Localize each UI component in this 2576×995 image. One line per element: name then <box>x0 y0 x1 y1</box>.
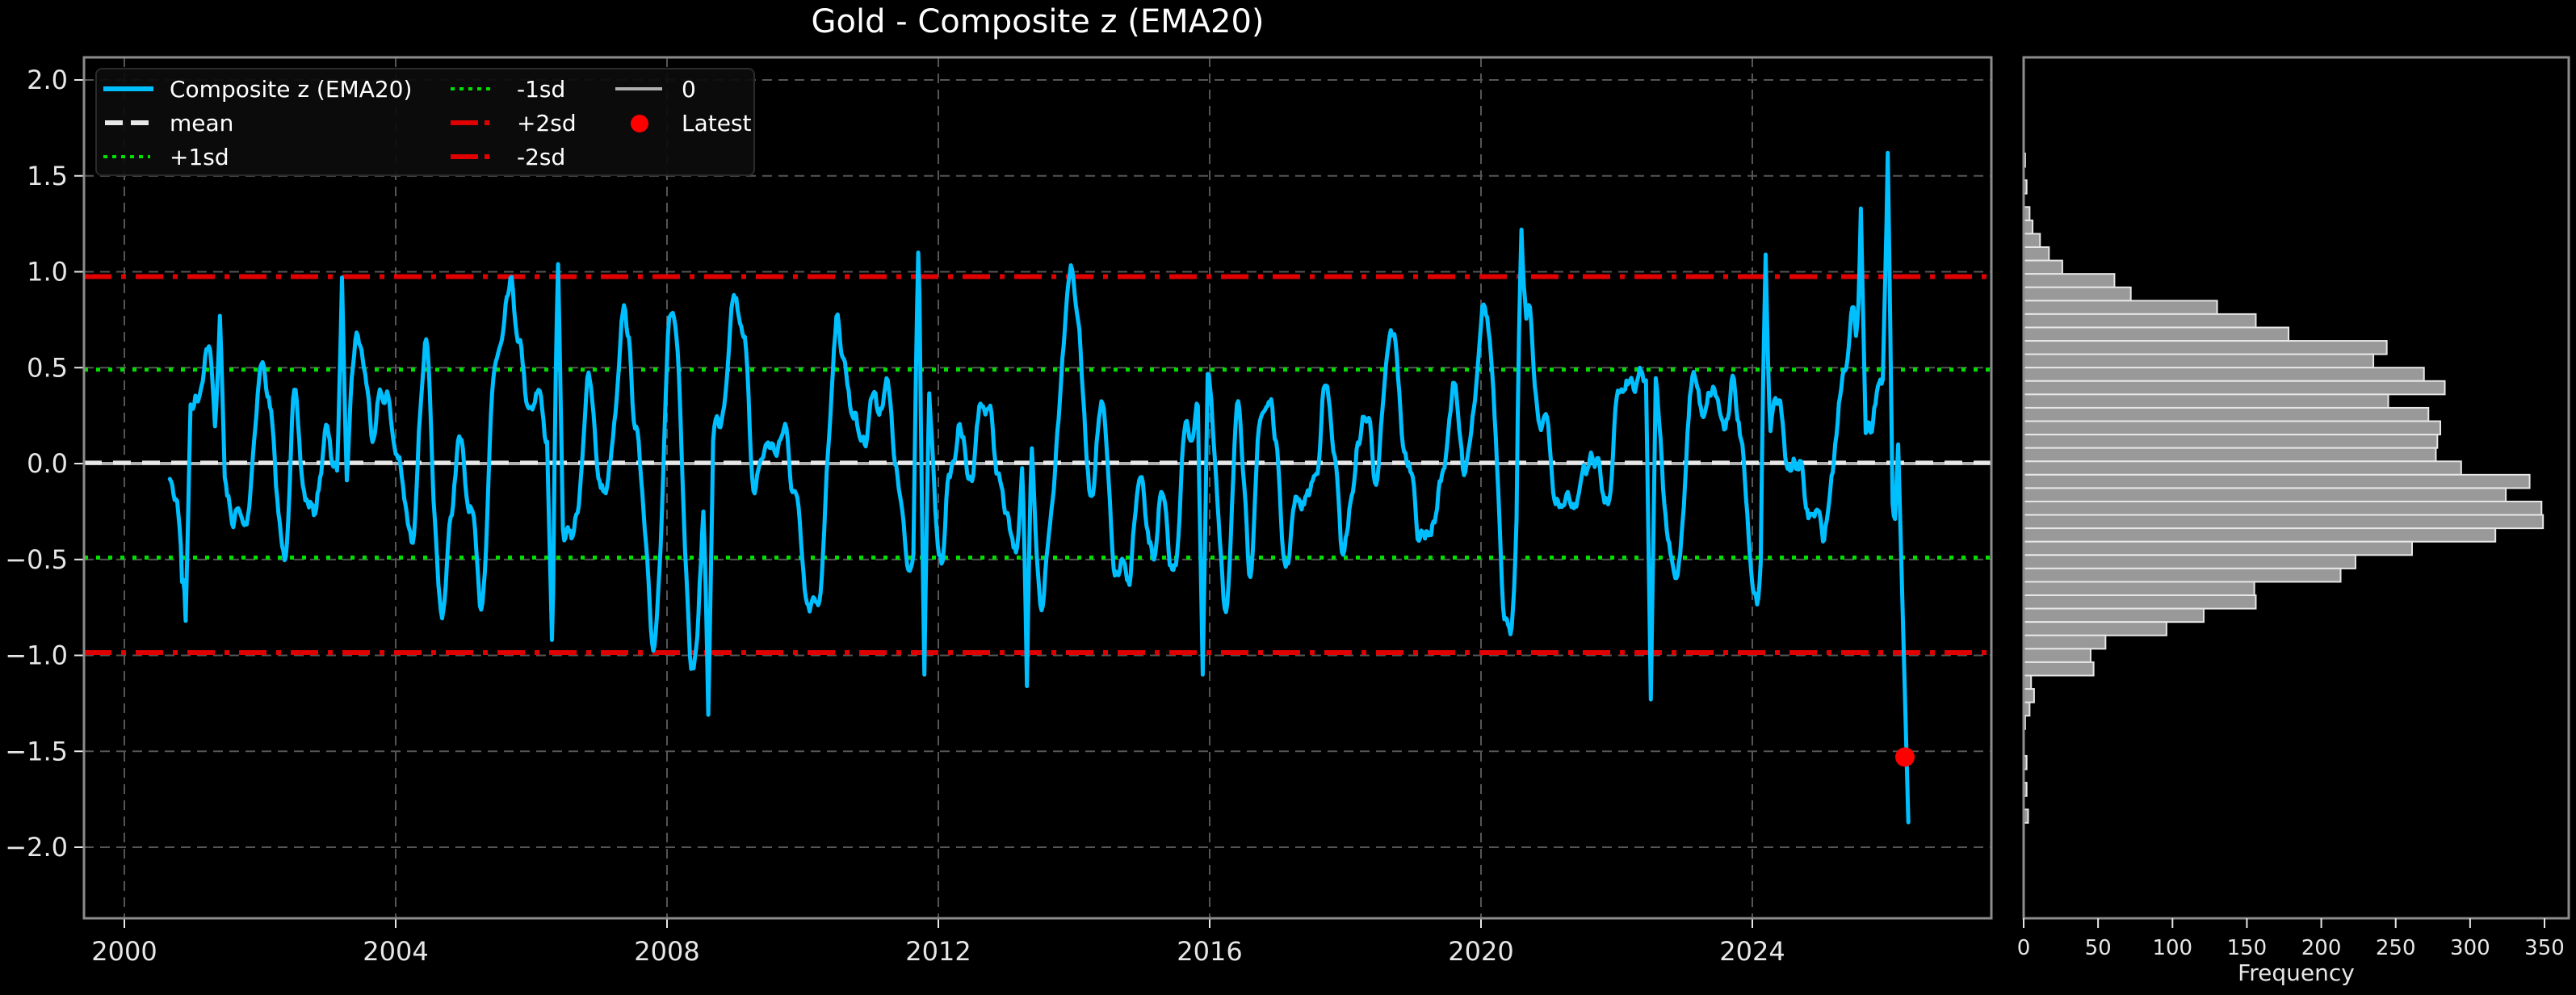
svg-text:2000: 2000 <box>91 936 157 967</box>
svg-text:100: 100 <box>2152 936 2192 960</box>
svg-text:−1.5: −1.5 <box>5 736 68 766</box>
legend-item-plus-1sd: +1sd <box>103 141 229 173</box>
reference-lines <box>84 274 1991 655</box>
main-grid <box>84 57 1991 918</box>
svg-text:1.5: 1.5 <box>27 161 68 191</box>
svg-text:350: 350 <box>2524 936 2565 960</box>
legend-item-latest: Latest <box>615 107 752 139</box>
main-axes: 2.0 1.5 1.0 0.5 0.0 −0.5 −1.0 −1.5 −2.0 2000 2004 2… <box>5 56 1993 967</box>
svg-text:0: 0 <box>2017 936 2031 960</box>
svg-text:−0.5: −0.5 <box>5 544 68 575</box>
svg-text:2016: 2016 <box>1177 936 1242 967</box>
svg-text:0.5: 0.5 <box>27 352 68 383</box>
svg-text:50: 50 <box>2085 936 2112 960</box>
histogram-xlabel: Frequency <box>2238 959 2355 986</box>
white-dashed-line-icon <box>103 115 153 131</box>
svg-text:2012: 2012 <box>905 936 971 967</box>
svg-text:2024: 2024 <box>1719 936 1785 967</box>
legend-item-plus-2sd: +2sd <box>451 107 577 139</box>
gray-line-icon <box>615 81 665 97</box>
svg-text:2004: 2004 <box>363 936 428 967</box>
svg-text:2.0: 2.0 <box>27 65 68 95</box>
composite-z-series <box>167 150 1911 825</box>
histogram-bars <box>2023 152 2545 824</box>
chart-title: Gold - Composite z (EMA20) <box>811 3 1265 40</box>
green-dotted-line-icon <box>103 149 153 165</box>
svg-text:−2.0: −2.0 <box>5 832 68 863</box>
latest-point-marker <box>1895 747 1915 767</box>
legend-item-zero: 0 <box>615 73 696 105</box>
legend-item-mean: mean <box>103 107 233 139</box>
svg-text:150: 150 <box>2227 936 2268 960</box>
svg-text:200: 200 <box>2301 936 2342 960</box>
histogram-axes: 0 50 100 150 200 250 300 350 <box>2017 56 2570 960</box>
green-dotted-line-icon <box>451 81 501 97</box>
red-dashdot-line-icon <box>451 115 501 131</box>
red-dot-icon <box>615 115 665 132</box>
legend: Composite z (EMA20) mean +1sd -1sd +2sd … <box>95 68 755 176</box>
red-dashdot-line-icon <box>451 149 501 165</box>
svg-text:2008: 2008 <box>634 936 699 967</box>
svg-text:2020: 2020 <box>1448 936 1513 967</box>
svg-text:250: 250 <box>2376 936 2416 960</box>
svg-text:300: 300 <box>2450 936 2490 960</box>
legend-item-minus-1sd: -1sd <box>451 73 565 105</box>
svg-text:1.0: 1.0 <box>27 257 68 288</box>
legend-item-minus-2sd: -2sd <box>451 141 565 173</box>
svg-text:−1.0: −1.0 <box>5 640 68 671</box>
blue-line-icon <box>103 81 153 97</box>
svg-text:0.0: 0.0 <box>27 448 68 479</box>
legend-item-composite: Composite z (EMA20) <box>103 73 412 105</box>
